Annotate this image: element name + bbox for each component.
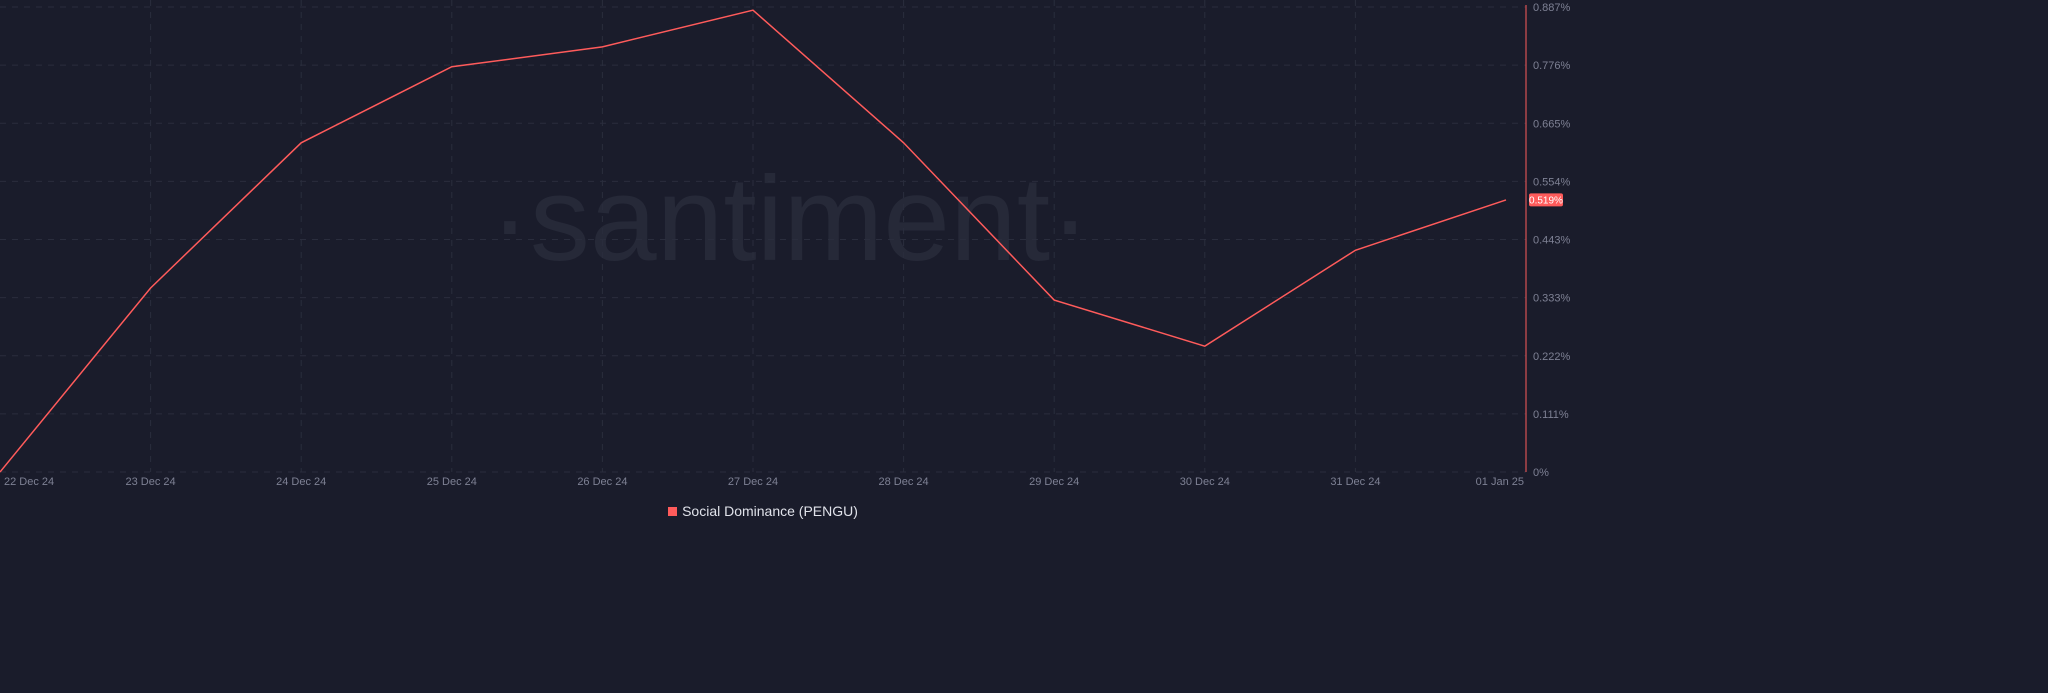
y-axis: 0% 0.111% 0.222% 0.333% 0.443% 0.554% 0.665% 0.… — [1533, 2, 1571, 479]
x-tick-label: 29 Dec 24 — [1029, 476, 1079, 488]
x-tick-label: 01 Jan 25 — [1476, 476, 1524, 488]
legend-swatch — [668, 507, 678, 516]
grid — [0, 0, 1526, 473]
x-tick-label: 30 Dec 24 — [1180, 476, 1230, 488]
x-tick-label: 25 Dec 24 — [427, 476, 477, 488]
svg-text:0.519%: 0.519% — [1529, 195, 1563, 206]
x-tick-label: 27 Dec 24 — [728, 476, 778, 488]
y-tick-label: 0.222% — [1533, 351, 1571, 363]
x-tick-label: 31 Dec 24 — [1330, 476, 1380, 488]
y-tick-label: 0.554% — [1533, 176, 1571, 188]
legend[interactable]: Social Dominance (PENGU) — [0, 503, 1526, 519]
series — [0, 9, 1507, 473]
watermark: ·santiment· — [490, 152, 1090, 286]
y-tick-label: 0.665% — [1533, 118, 1571, 130]
x-axis: 22 Dec 24 23 Dec 24 24 Dec 24 25 Dec 24 26 D… — [4, 476, 1524, 488]
y-tick-label: 0.443% — [1533, 235, 1571, 247]
x-tick-label: 23 Dec 24 — [126, 476, 176, 488]
y-tick-label: 0.887% — [1533, 2, 1571, 14]
x-tick-label: 22 Dec 24 — [4, 476, 54, 488]
series-line — [0, 9, 1507, 473]
y-tick-label: 0.333% — [1533, 293, 1571, 305]
y-tick-label: 0.111% — [1533, 409, 1569, 421]
y-tick-label: 0.776% — [1533, 60, 1571, 72]
x-tick-label: 26 Dec 24 — [577, 476, 627, 488]
x-tick-label: 24 Dec 24 — [276, 476, 326, 488]
x-tick-label: 28 Dec 24 — [879, 476, 929, 488]
legend-label: Social Dominance (PENGU) — [682, 503, 858, 519]
y-tick-label: 0% — [1533, 467, 1549, 479]
last-value-label: 0.519% — [1529, 193, 1563, 207]
